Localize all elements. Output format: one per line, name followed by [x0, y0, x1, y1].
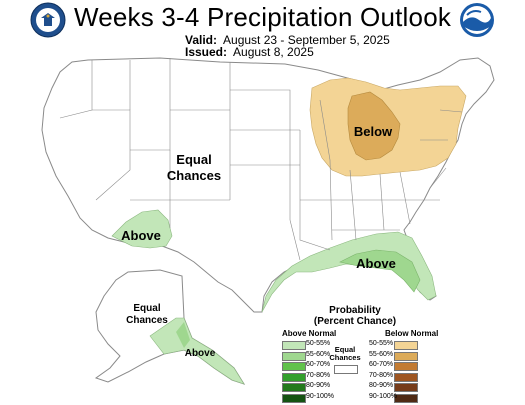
legend-above-swatch [282, 372, 306, 382]
alaska-equal-label-1: Equal [133, 303, 160, 314]
legend-below-label: 80-90% [369, 382, 394, 389]
alaska-above-label: Above [185, 348, 216, 359]
valid-line: Valid: August 23 - September 5, 2025 [185, 33, 390, 47]
legend-below-swatch [394, 383, 418, 392]
legend-above-swatch [282, 383, 306, 392]
legend-above-label: 80-90% [306, 382, 331, 389]
state-boundaries [59, 58, 463, 261]
legend-below-swatch [394, 362, 418, 371]
legend-above-label: 90-100% [306, 392, 335, 400]
issued-line: Issued: August 8, 2025 [185, 45, 314, 59]
legend-equal-swatch [334, 365, 358, 374]
legend-title-line2: (Percent Chance) [313, 316, 397, 327]
legend-above-swatch [282, 393, 306, 403]
legend-below-swatch [394, 393, 418, 403]
legend-equal-label: Equal Chances [325, 346, 365, 362]
legend-below-label: 90-100% [369, 392, 398, 400]
above-normal-southeast-core [339, 249, 421, 293]
legend-title: Probability (Percent Chance) [310, 305, 400, 327]
legend-above-label: 55-60% [306, 350, 331, 358]
above-southwest-label: Above [121, 228, 161, 243]
legend-below-label: 70-80% [369, 371, 394, 379]
valid-value: August 23 - September 5, 2025 [223, 33, 390, 47]
alaska-above-core [176, 322, 190, 348]
legend-equal-line2: Chances [329, 353, 361, 362]
legend-below-swatch [394, 341, 418, 350]
below-normal-core [347, 91, 401, 161]
legend-below-header: Below Normal [385, 329, 439, 338]
legend-below-label: 55-60% [369, 350, 394, 358]
legend-above-label: 60-70% [306, 361, 331, 368]
issued-value: August 8, 2025 [233, 45, 314, 59]
legend-above-swatch [282, 341, 306, 350]
legend-below-label: 50-55% [369, 340, 394, 347]
legend-below-label: 60-70% [369, 361, 394, 368]
alaska-above-region [149, 317, 245, 385]
issued-label: Issued: [185, 45, 228, 59]
alaska-equal-label-2: Chances [126, 315, 168, 326]
legend-above-header: Above Normal [282, 329, 337, 338]
below-label: Below [354, 124, 393, 139]
noaa-logo-icon [460, 3, 494, 37]
above-southeast-label: Above [356, 256, 396, 271]
equal-chances-label-1: Equal [176, 152, 211, 167]
legend-above-label: 70-80% [306, 371, 331, 379]
valid-label: Valid: [185, 33, 218, 47]
legend-title-line1: Probability [329, 305, 381, 316]
equal-chances-label-2: Chances [167, 168, 221, 183]
commerce-seal-icon [30, 2, 66, 38]
legend-equal-line1: Equal [334, 345, 356, 354]
legend-above-swatch [282, 362, 306, 371]
legend-below-swatch [394, 351, 418, 361]
page-title: Weeks 3-4 Precipitation Outlook [73, 2, 452, 32]
legend-above-label: 50-55% [306, 340, 331, 347]
legend-below-swatch [394, 372, 418, 382]
legend-above-swatch [282, 351, 306, 361]
